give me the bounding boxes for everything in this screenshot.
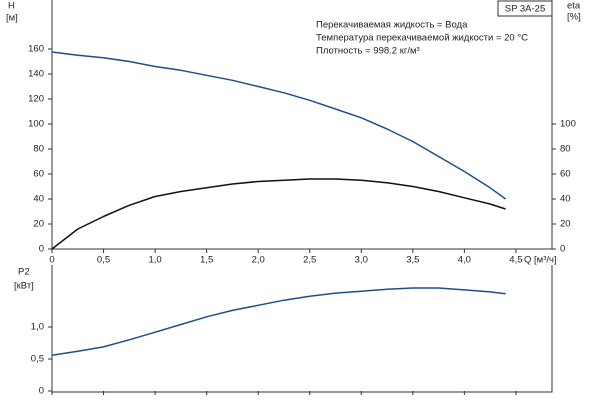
line-series <box>51 287 506 356</box>
annotation: Температура перекачиваемой жидкости = 20… <box>316 33 528 44</box>
annotation: Плотность = 998.2 кг/м³ <box>316 46 420 57</box>
line-series <box>51 178 506 250</box>
y-label: H <box>8 1 15 12</box>
pump-label: SP 3A-25 <box>505 4 546 15</box>
y-tick-label: 0 <box>39 244 44 255</box>
y-tick-label: 80 <box>33 144 44 155</box>
x-tick-label: 4,5 <box>509 255 522 266</box>
x-tick-label: 0,5 <box>97 255 110 266</box>
x-tick-label: 2,5 <box>303 255 316 266</box>
y2-tick-label: 0 <box>560 244 565 255</box>
y-tick-label: 60 <box>33 169 44 180</box>
y-tick-label: 140 <box>28 69 44 80</box>
y2-unit: [%] <box>567 12 581 23</box>
axis-frame <box>51 265 553 393</box>
y2-tick-label: 100 <box>560 119 576 130</box>
y-tick-label: 120 <box>28 94 44 105</box>
x-tick-label: 1,0 <box>148 255 161 266</box>
y2-tick-label: 40 <box>560 194 571 205</box>
y-tick-label: 100 <box>28 119 44 130</box>
x-tick-label: 3,0 <box>355 255 368 266</box>
y-label: P2 <box>18 267 30 278</box>
y-tick-label: 20 <box>33 219 44 230</box>
x-tick-label: 3,5 <box>406 255 419 266</box>
y2-tick-label: 20 <box>560 219 571 230</box>
x-label: Q [м³/ч] <box>524 255 557 266</box>
y-unit: [кВт] <box>14 281 34 292</box>
x-tick-label: 1,5 <box>200 255 213 266</box>
y2-tick-label: 80 <box>560 144 571 155</box>
y-tick-label: 160 <box>28 44 44 55</box>
y-tick-label: 0,5 <box>31 354 44 365</box>
y-unit: [м] <box>6 13 18 24</box>
x-tick-label: 4,0 <box>458 255 471 266</box>
y2-label: eta <box>567 1 581 12</box>
y-tick-label: 40 <box>33 194 44 205</box>
y2-tick-label: 60 <box>560 169 571 180</box>
y-tick-label: 1,0 <box>31 322 44 333</box>
x-tick-label: 2,0 <box>252 255 265 266</box>
annotation: Перекачиваемая жидкость = Вода <box>316 20 468 31</box>
y-tick-label: 0 <box>39 386 44 397</box>
line-series <box>51 51 507 200</box>
x-tick-label: 0 <box>49 255 54 266</box>
